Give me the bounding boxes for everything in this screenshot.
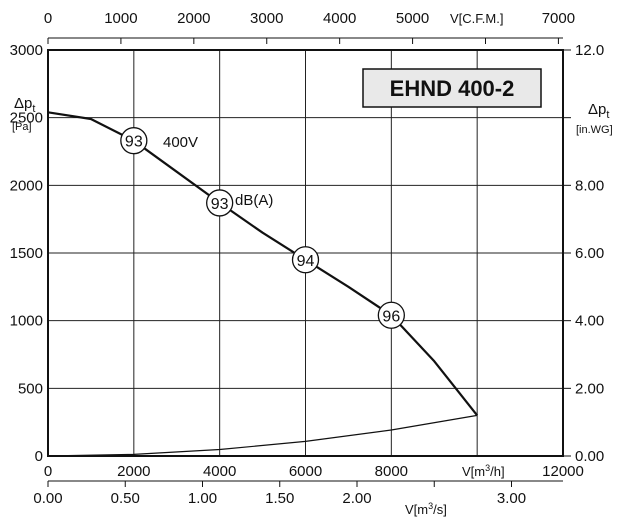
- x-top-tick-label: 5000: [396, 10, 429, 27]
- series-label-dba: dB(A): [235, 192, 273, 209]
- y-left-tick-label: 0: [35, 448, 43, 465]
- y-right-tick-label: 12.0: [575, 42, 604, 59]
- x-top-tick-label: 7000: [542, 10, 575, 27]
- chart-title: EHND 400-2: [390, 76, 515, 101]
- y-left-tick-label: 3000: [10, 42, 43, 59]
- x-top-tick-label: 0: [44, 10, 52, 27]
- y-left-label: Δpt: [14, 95, 35, 115]
- x-bottom-tick-label: 8000: [375, 463, 408, 480]
- y-left-tick-label: 500: [18, 380, 43, 397]
- x-lower-label: V[m3/s]: [405, 501, 447, 517]
- fan-curve-400v: [47, 111, 479, 417]
- y-right-tick-label: 0.00: [575, 448, 604, 465]
- x-bottom-tick-label: 6000: [289, 463, 322, 480]
- y-left-tick-label: 1000: [10, 313, 43, 330]
- y-right-unit: [in.WG]: [576, 124, 613, 136]
- axes: 0 500 1000 1500 2000 2500 3000 0.00 2.00 4.00 6.00…: [10, 10, 605, 507]
- x-bottom-tick-label: 2000: [117, 463, 150, 480]
- db-marker: [377, 301, 405, 329]
- y-left-tick-label: 1500: [10, 245, 43, 262]
- curves: [47, 111, 479, 457]
- chart-title-box: [362, 68, 542, 108]
- x-bottom-label: V[m3/h]: [462, 463, 505, 479]
- x-lower-tick-label: 0.50: [111, 490, 140, 507]
- markers: 93 93 94 96: [120, 127, 405, 329]
- system-curve: [47, 414, 478, 457]
- y-left-unit: [Pa]: [12, 121, 32, 133]
- y-right-tick-label: 6.00: [575, 245, 604, 262]
- db-marker: [291, 246, 320, 274]
- db-marker-label: 96: [382, 308, 400, 325]
- db-marker-label: 93: [211, 196, 229, 213]
- y-left-tick-label: 2000: [10, 177, 43, 194]
- y-right-tick-label: 4.00: [575, 313, 604, 330]
- db-marker: [206, 189, 234, 217]
- x-bottom-tick-label: 4000: [203, 463, 236, 480]
- x-lower-tick-label: 2.00: [342, 490, 371, 507]
- db-marker-label: 93: [125, 134, 143, 151]
- x-lower-tick-label: 0.00: [33, 490, 62, 507]
- x-top-label: V[C.F.M.]: [450, 11, 503, 26]
- y-right-tick-label: 2.00: [575, 380, 604, 397]
- x-lower-tick-label: 1.00: [188, 490, 217, 507]
- x-bottom-tick-label: 0: [44, 463, 52, 480]
- x-top-tick-label: 3000: [250, 10, 283, 27]
- db-marker-label: 94: [297, 253, 315, 270]
- x-bottom-tick-label: 12000: [542, 463, 584, 480]
- x-lower-tick-label: 3.00: [497, 490, 526, 507]
- x-top-tick-label: 1000: [104, 10, 137, 27]
- series-label-400v: 400V: [163, 134, 198, 151]
- x-top-tick-label: 2000: [177, 10, 210, 27]
- x-top-tick-label: 4000: [323, 10, 356, 27]
- y-left-tick-label: 2500: [10, 110, 43, 127]
- y-right-tick-label: 8.00: [575, 177, 604, 194]
- y-right-label: Δpt: [588, 101, 609, 121]
- db-marker: [120, 127, 148, 155]
- x-lower-tick-label: 1.50: [265, 490, 294, 507]
